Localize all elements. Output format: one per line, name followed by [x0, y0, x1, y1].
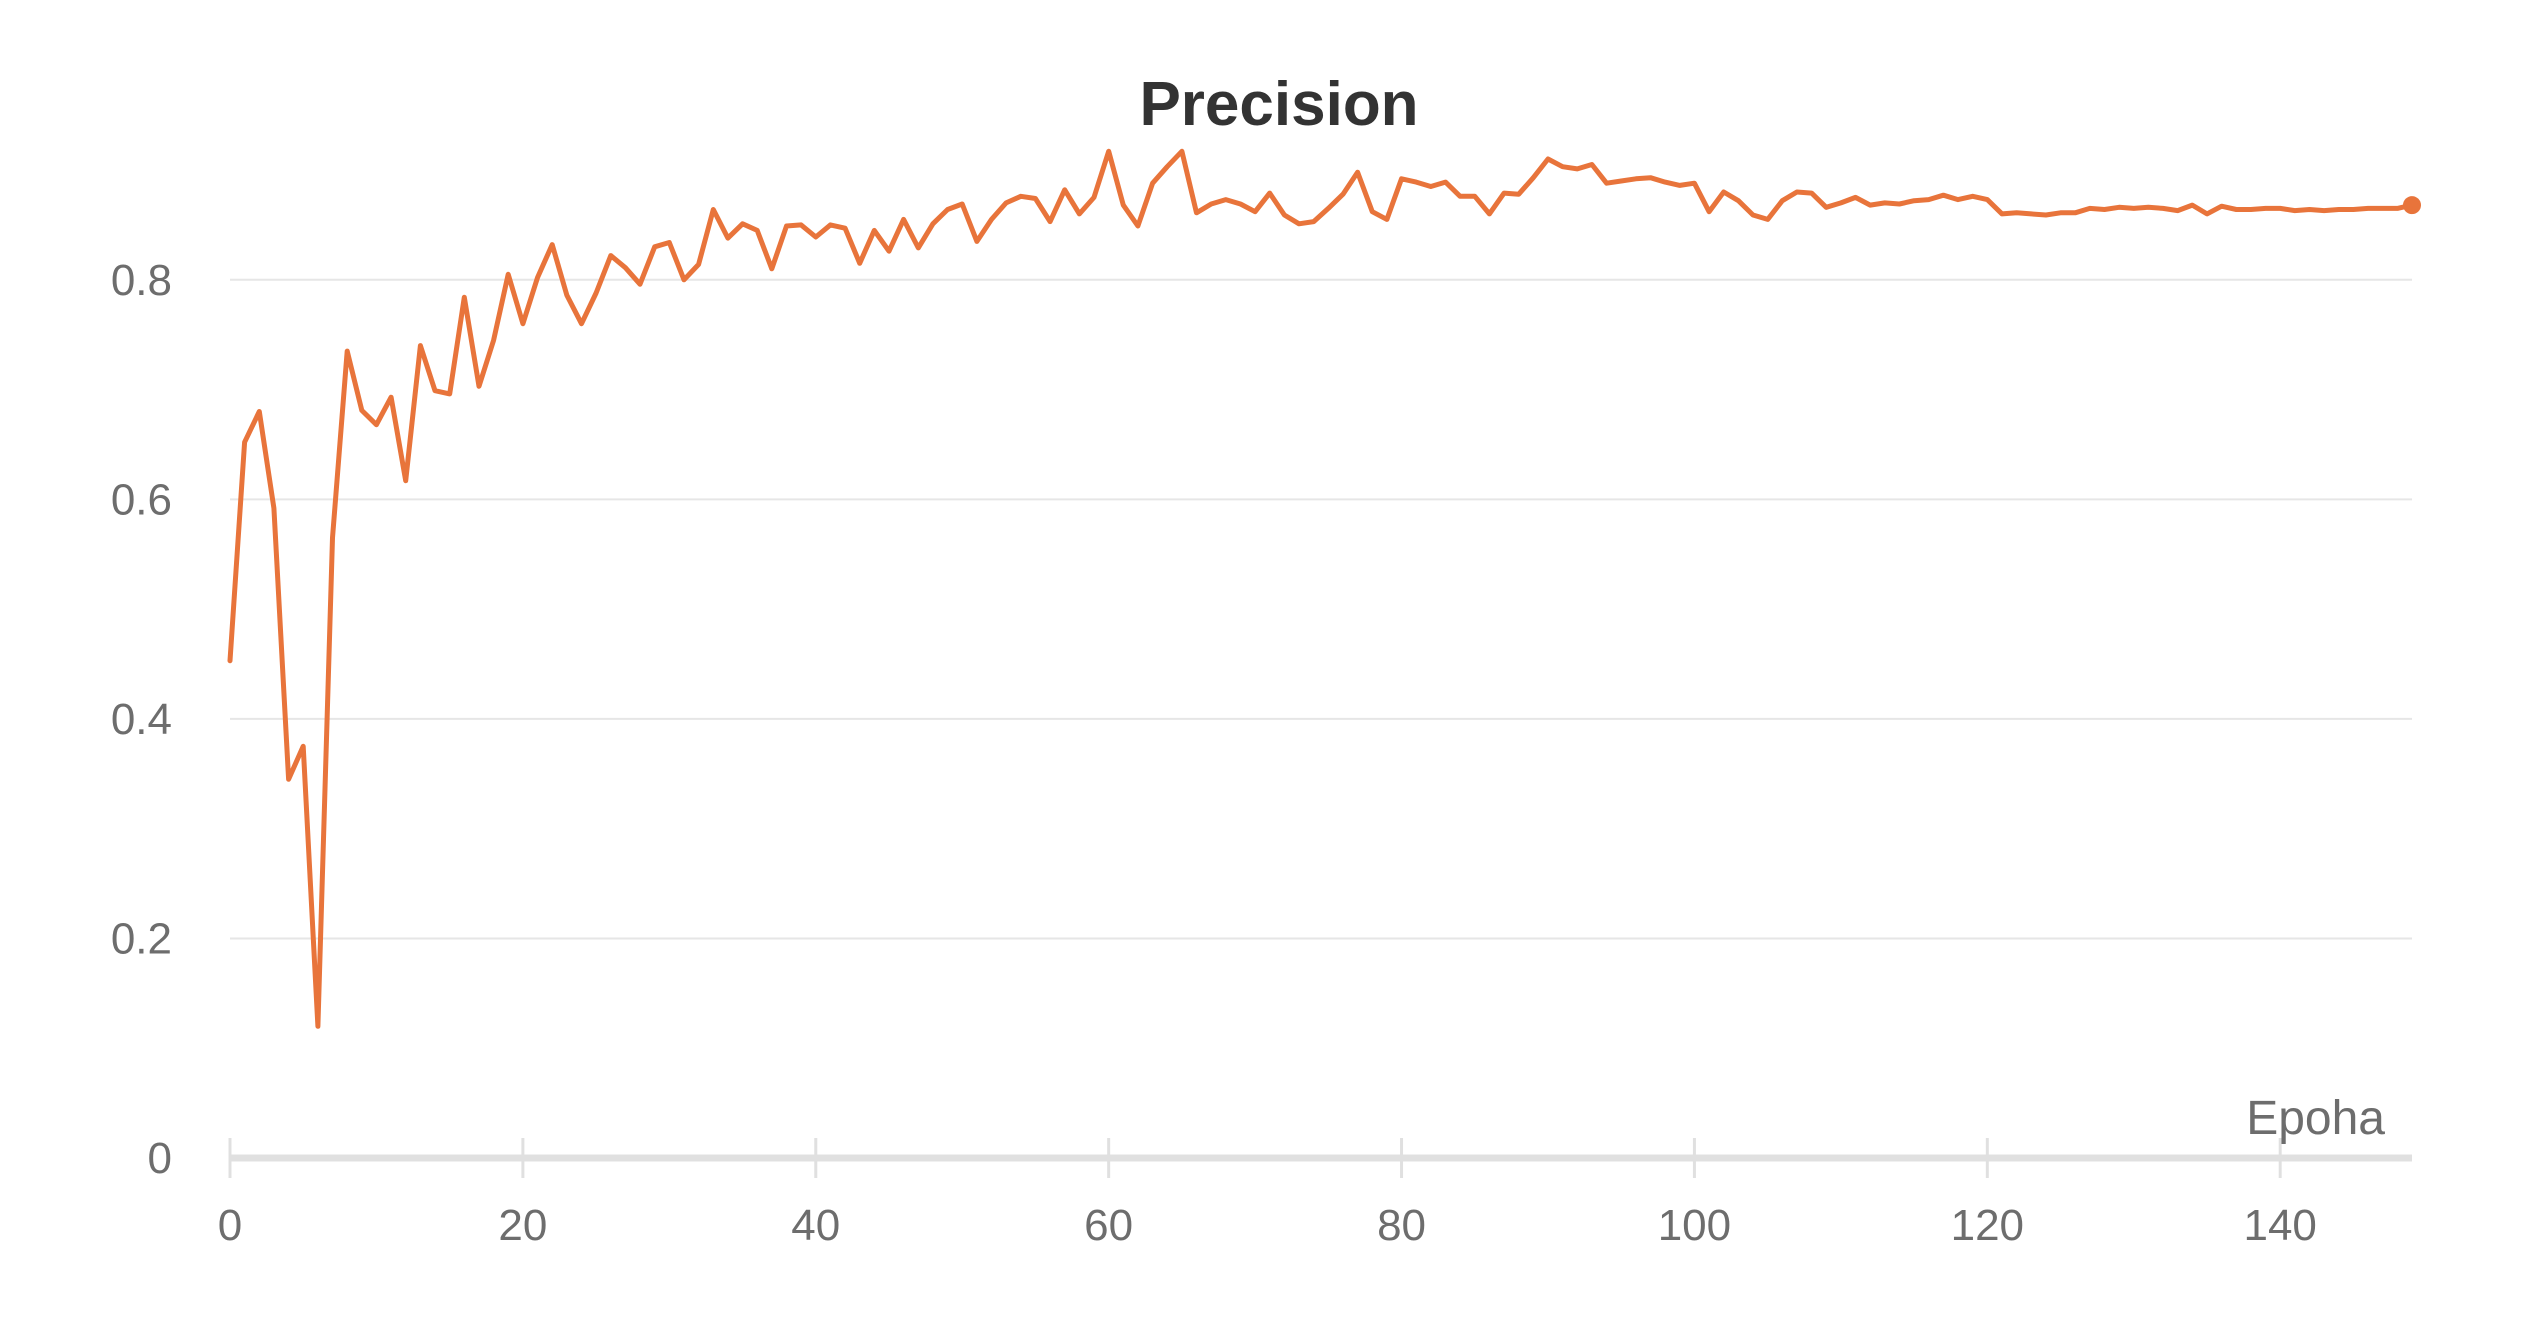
y-tick-label: 0.8 [111, 256, 172, 305]
precision-series-line [227, 148, 2415, 1029]
series-layer [227, 148, 2421, 1029]
x-tick-label: 60 [1084, 1201, 1133, 1250]
x-tick-label: 140 [2243, 1201, 2316, 1250]
y-tick-label: 0.2 [111, 914, 172, 963]
x-tick-label: 80 [1377, 1201, 1426, 1250]
x-tick-label: 0 [218, 1201, 242, 1250]
x-tick-label: 100 [1658, 1201, 1731, 1250]
y-axis-ticks: 0 0.2 0.4 0.6 0.8 [111, 256, 172, 1183]
x-axis-label: Epoha [2246, 1092, 2385, 1145]
x-tick-label: 40 [791, 1201, 840, 1250]
grid-lines [230, 278, 2412, 940]
x-tick-label: 20 [498, 1201, 547, 1250]
chart-title: Precision [1139, 70, 1418, 139]
series-end-point [2403, 196, 2421, 215]
y-tick-label: 0 [148, 1134, 172, 1183]
x-tick-label: 120 [1951, 1201, 2024, 1250]
y-tick-label: 0.4 [111, 695, 172, 744]
x-axis-ticks: 0 20 40 60 80 100 120 140 [218, 1138, 2317, 1250]
y-tick-label: 0.6 [111, 475, 172, 524]
